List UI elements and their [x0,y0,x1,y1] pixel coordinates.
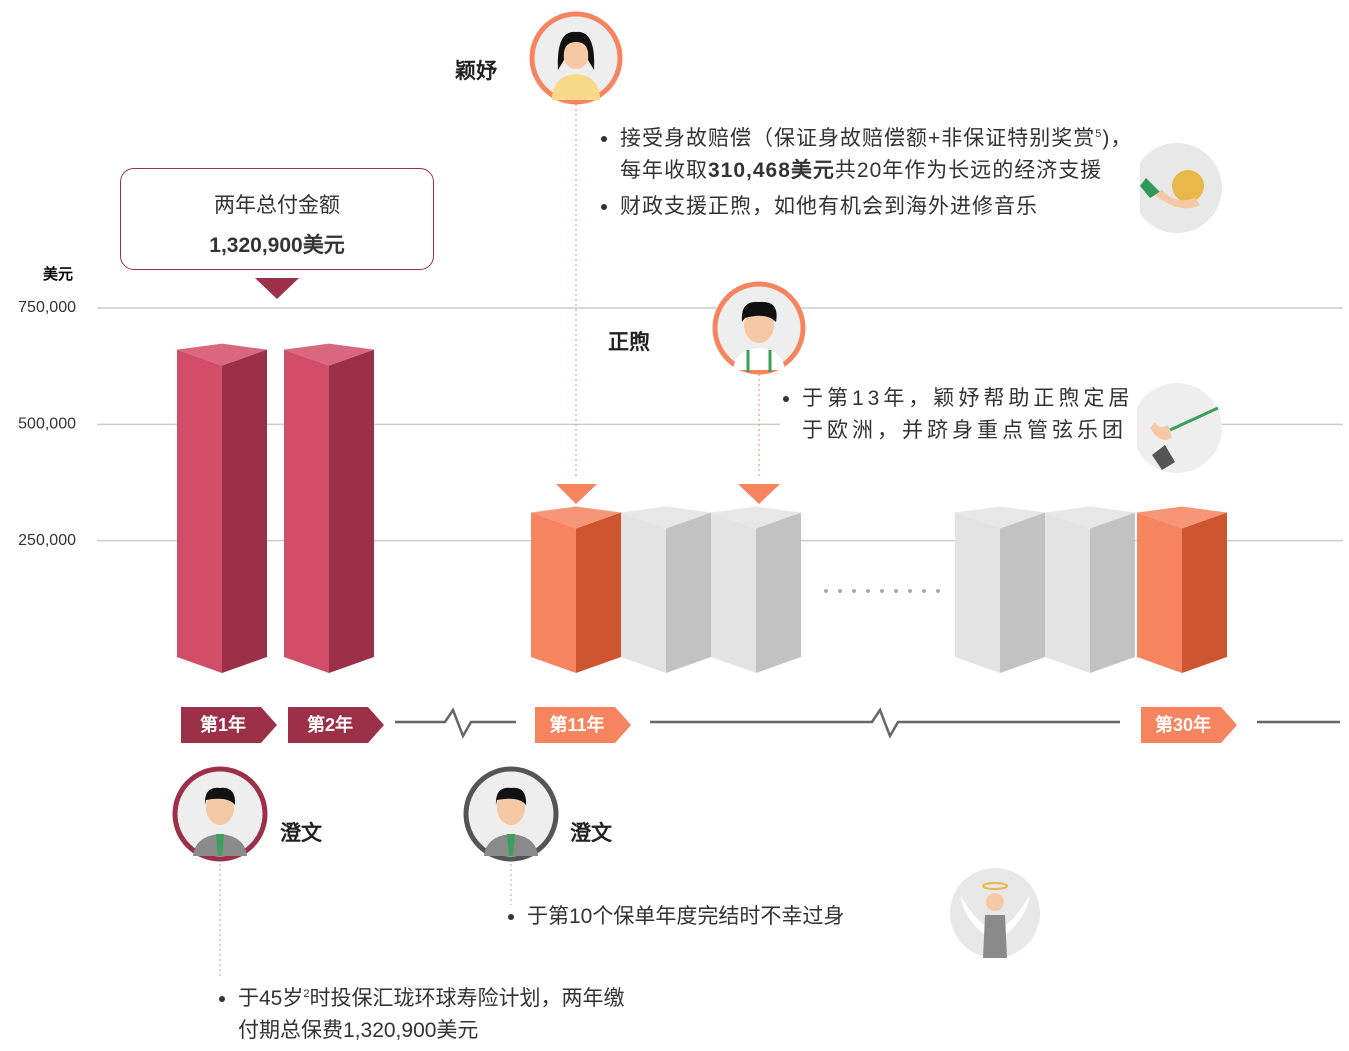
bar [177,344,267,673]
bar-side [576,513,621,673]
note-text: 于第13年，颖妤帮助正煦定居于欧洲，并跻身重点管弦乐团 [802,387,1133,442]
bar-side [329,350,374,673]
ellipsis [824,589,940,593]
bar-face [1137,513,1182,673]
person-name: 正煦 [608,326,650,356]
y-axis-label: 美元 [43,265,73,283]
person-name: 颖妤 [455,55,497,85]
note-text: 于第10个保单年度完结时不幸过身 [527,905,844,928]
person-name: 澄文 [280,817,322,847]
bar-side [1090,513,1135,673]
bar-face [177,350,222,673]
icon [1132,383,1222,473]
icon [950,868,1040,958]
bar [955,507,1045,673]
callout: 两年总付金额 1,320,900美元 [120,168,434,270]
bar-face [955,513,1000,673]
x-tick-label: 第1年 [200,714,246,735]
page: 250,000 500,000 750,000 美元 [0,0,1349,1037]
avatar [466,769,556,859]
callout-pointer [255,278,299,299]
avatar [175,769,265,859]
callout-amount: 1,320,900美元 [121,229,433,259]
x-tick-label: 第2年 [307,714,353,735]
note: 接受身故赔偿（保证身故赔偿额+非保证特别奖赏5)，每年收取310,468美元共2… [620,118,1140,187]
bar [621,507,711,673]
bar-side [666,513,711,673]
arrow [738,484,780,504]
bar [1045,507,1135,673]
note-text: 共20年作为长远的经济支援 [835,159,1102,182]
icon [1132,143,1222,233]
bar-side [756,513,801,673]
y-tick-label: 750,000 [18,299,76,316]
avatar [715,284,803,372]
bar-side [222,350,267,673]
bar-face [621,513,666,673]
bar-face [711,513,756,673]
x-tick-label: 第11年 [549,714,604,735]
bar [1137,507,1227,673]
note: 于第10个保单年度完结时不幸过身 [527,901,927,933]
bar-face [531,513,576,673]
bar-side [1182,513,1227,673]
bar-face [284,350,329,673]
bar [531,507,621,673]
y-tick-label: 250,000 [18,532,76,549]
x-tick-label: 第30年 [1155,714,1211,735]
bar-face [1045,513,1090,673]
callout-title: 两年总付金额 [121,189,433,219]
note-text: 财政支援正煦，如他有机会到海外进修音乐 [620,195,1038,218]
bar [711,507,801,673]
person-name: 澄文 [570,817,612,847]
y-tick-label: 500,000 [18,416,76,433]
note: 财政支援正煦，如他有机会到海外进修音乐 [620,191,1140,223]
bar-side [1000,513,1045,673]
note-text: 310,468美元 [708,159,835,182]
note-text: 接受身故赔偿（保证身故赔偿额+非保证特别奖赏 [620,127,1095,150]
notes: 于45岁2时投保汇珑环球寿险计划，两年缴付期总保费1,320,900美元 [216,978,628,1051]
notes: 于第13年，颖妤帮助正煦定居于欧洲，并跻身重点管弦乐团 [780,383,1137,451]
notes: 于第10个保单年度完结时不幸过身 [505,901,927,937]
arrow [556,484,597,504]
note-text: 于45岁 [238,987,303,1010]
avatar [532,14,620,102]
bar [284,344,374,673]
notes: 接受身故赔偿（保证身故赔偿额+非保证特别奖赏5)，每年收取310,468美元共2… [598,118,1140,227]
note: 于第13年，颖妤帮助正煦定居于欧洲，并跻身重点管弦乐团 [802,383,1137,447]
